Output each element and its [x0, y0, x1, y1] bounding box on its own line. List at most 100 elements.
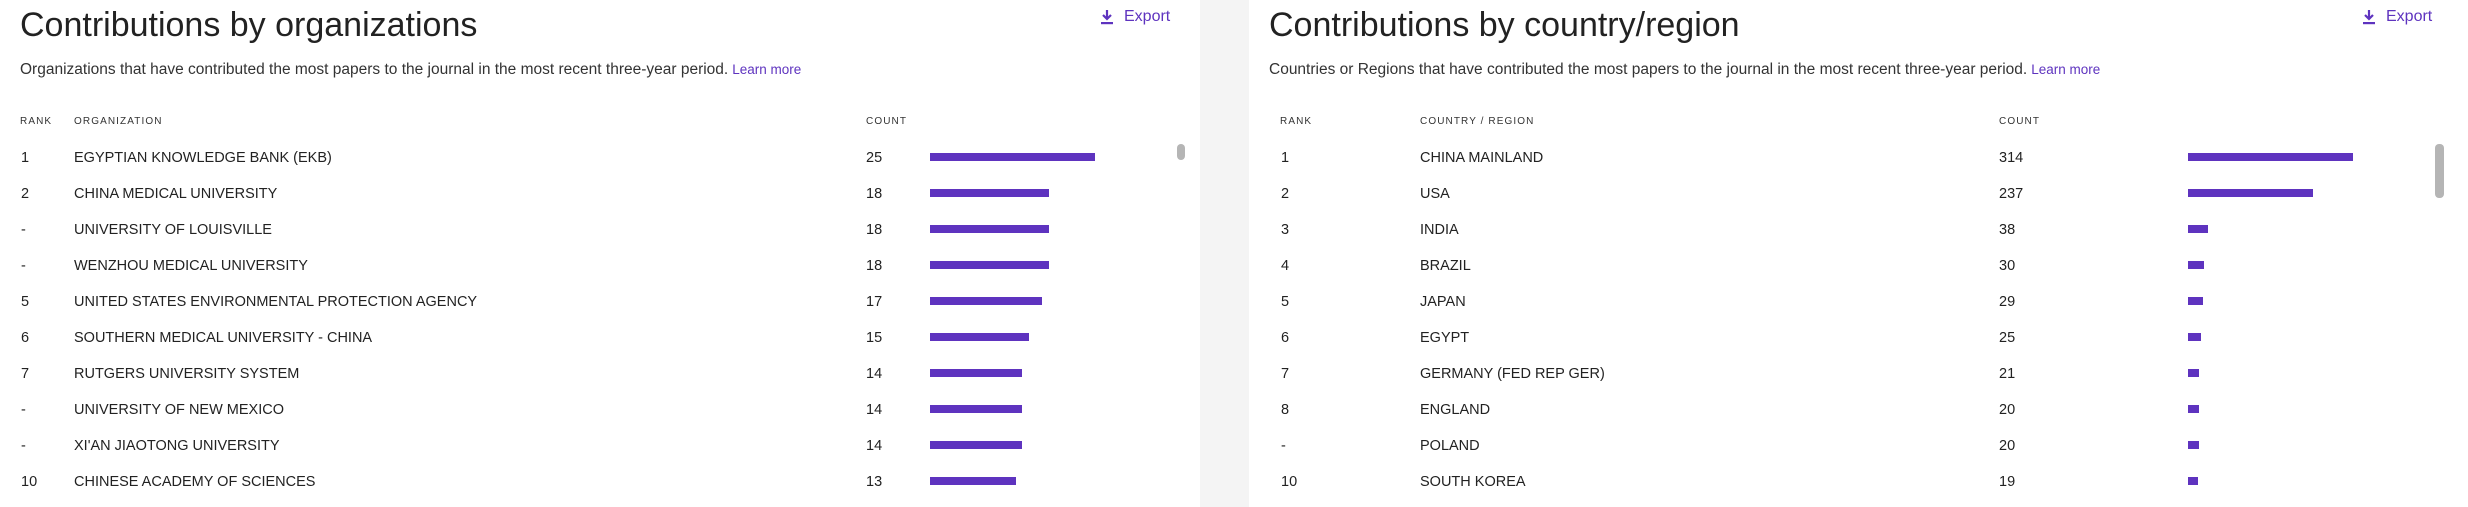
export-label: Export	[1124, 8, 1171, 25]
name-cell: CHINA MAINLAND	[1420, 150, 1544, 166]
count-cell: 15	[866, 330, 883, 346]
count-bar	[930, 477, 1016, 485]
rank-cell: 5	[1281, 294, 1290, 310]
count-bar	[930, 189, 1049, 197]
rank-column-header: RANK	[20, 116, 53, 127]
download-icon	[1100, 9, 1114, 25]
count-cell: 19	[1999, 474, 2016, 490]
rank-cell: 7	[1281, 366, 1290, 382]
learn-more-link[interactable]: Learn more	[732, 62, 802, 77]
count-cell: 29	[1999, 294, 2016, 310]
table-row: 10 CHINESE ACADEMY OF SCIENCES 13	[0, 464, 1200, 500]
count-cell: 13	[866, 474, 883, 490]
table-row: - UNIVERSITY OF NEW MEXICO 14	[0, 392, 1200, 428]
rank-cell: 1	[21, 150, 30, 166]
scrollbar-thumb[interactable]	[2435, 144, 2444, 198]
table-row: 1 EGYPTIAN KNOWLEDGE BANK (EKB) 25	[0, 140, 1200, 176]
count-cell: 25	[866, 150, 883, 166]
table-row: - WENZHOU MEDICAL UNIVERSITY 18	[0, 248, 1200, 284]
table-row: - POLAND 20	[1249, 428, 2468, 464]
count-bar	[2188, 369, 2199, 377]
rank-cell: -	[21, 258, 26, 274]
table-row: 2 CHINA MEDICAL UNIVERSITY 18	[0, 176, 1200, 212]
rank-cell: 8	[1281, 402, 1290, 418]
panel-title: Contributions by country/region	[1269, 6, 1740, 44]
description-text: Countries or Regions that have contribut…	[1269, 61, 2028, 78]
rank-cell: 2	[21, 186, 30, 202]
count-bar	[930, 261, 1049, 269]
name-cell: UNIVERSITY OF NEW MEXICO	[74, 402, 285, 418]
name-cell: CHINA MEDICAL UNIVERSITY	[74, 186, 278, 202]
name-cell: UNIVERSITY OF LOUISVILLE	[74, 222, 272, 238]
rank-cell: 6	[1281, 330, 1290, 346]
count-cell: 17	[866, 294, 883, 310]
table-row: 6 SOUTHERN MEDICAL UNIVERSITY - CHINA 15	[0, 320, 1200, 356]
name-cell: POLAND	[1420, 438, 1480, 454]
name-cell: GERMANY (FED REP GER)	[1420, 366, 1605, 382]
name-cell: EGYPT	[1420, 330, 1470, 346]
organization-column-header: ORGANIZATION	[74, 116, 163, 127]
organizations-panel: Contributions by organizations Export Or…	[0, 0, 1200, 507]
scrollbar-thumb[interactable]	[1177, 144, 1185, 160]
table-row: 5 UNITED STATES ENVIRONMENTAL PROTECTION …	[0, 284, 1200, 320]
count-bar	[2188, 189, 2313, 197]
rank-cell: 7	[21, 366, 30, 382]
count-bar	[930, 333, 1029, 341]
count-bar	[2188, 153, 2353, 161]
panel-description: Organizations that have contributed the …	[20, 61, 801, 79]
count-bar	[2188, 333, 2201, 341]
name-cell: SOUTH KOREA	[1420, 474, 1526, 490]
download-icon	[2362, 9, 2376, 25]
table-row: - UNIVERSITY OF LOUISVILLE 18	[0, 212, 1200, 248]
count-bar	[2188, 441, 2199, 449]
table-row: 4 BRAZIL 30	[1249, 248, 2468, 284]
description-text: Organizations that have contributed the …	[20, 61, 729, 78]
table-row: 1 CHINA MAINLAND 314	[1249, 140, 2468, 176]
count-bar	[930, 153, 1095, 161]
count-column-header: COUNT	[1999, 116, 2041, 127]
count-cell: 38	[1999, 222, 2016, 238]
count-bar	[930, 369, 1022, 377]
count-cell: 30	[1999, 258, 2016, 274]
rank-column-header: RANK	[1280, 116, 1313, 127]
count-column-header: COUNT	[866, 116, 908, 127]
name-cell: CHINESE ACADEMY OF SCIENCES	[74, 474, 316, 490]
rank-cell: -	[21, 402, 26, 418]
rank-cell: 2	[1281, 186, 1290, 202]
count-cell: 237	[1999, 186, 2024, 202]
rank-cell: -	[1281, 438, 1286, 454]
count-bar	[2188, 261, 2204, 269]
learn-more-link[interactable]: Learn more	[2031, 62, 2101, 77]
count-cell: 314	[1999, 150, 2024, 166]
panel-title: Contributions by organizations	[20, 6, 478, 44]
panel-description: Countries or Regions that have contribut…	[1269, 61, 2100, 79]
count-cell: 14	[866, 438, 883, 454]
export-button[interactable]: Export	[2362, 8, 2432, 26]
rank-cell: -	[21, 222, 26, 238]
name-cell: SOUTHERN MEDICAL UNIVERSITY - CHINA	[74, 330, 373, 346]
count-bar	[2188, 405, 2199, 413]
table-row: 7 RUTGERS UNIVERSITY SYSTEM 14	[0, 356, 1200, 392]
rank-cell: -	[21, 438, 26, 454]
name-cell: JAPAN	[1420, 294, 1466, 310]
name-cell: INDIA	[1420, 222, 1459, 238]
count-cell: 20	[1999, 402, 2016, 418]
count-bar	[2188, 225, 2208, 233]
name-cell: USA	[1420, 186, 1450, 202]
count-cell: 21	[1999, 366, 2016, 382]
export-button[interactable]: Export	[1100, 8, 1170, 26]
countries-panel: Contributions by country/region Export C…	[1249, 0, 2468, 507]
count-cell: 18	[866, 258, 883, 274]
name-cell: ENGLAND	[1420, 402, 1491, 418]
rank-cell: 10	[21, 474, 38, 490]
table-row: 2 USA 237	[1249, 176, 2468, 212]
rank-cell: 6	[21, 330, 30, 346]
count-bar	[2188, 297, 2203, 305]
name-cell: UNITED STATES ENVIRONMENTAL PROTECTION A…	[74, 294, 478, 310]
table-row: 8 ENGLAND 20	[1249, 392, 2468, 428]
export-label: Export	[2386, 8, 2433, 25]
table-row: 3 INDIA 38	[1249, 212, 2468, 248]
name-cell: XI'AN JIAOTONG UNIVERSITY	[74, 438, 280, 454]
count-bar	[930, 441, 1022, 449]
